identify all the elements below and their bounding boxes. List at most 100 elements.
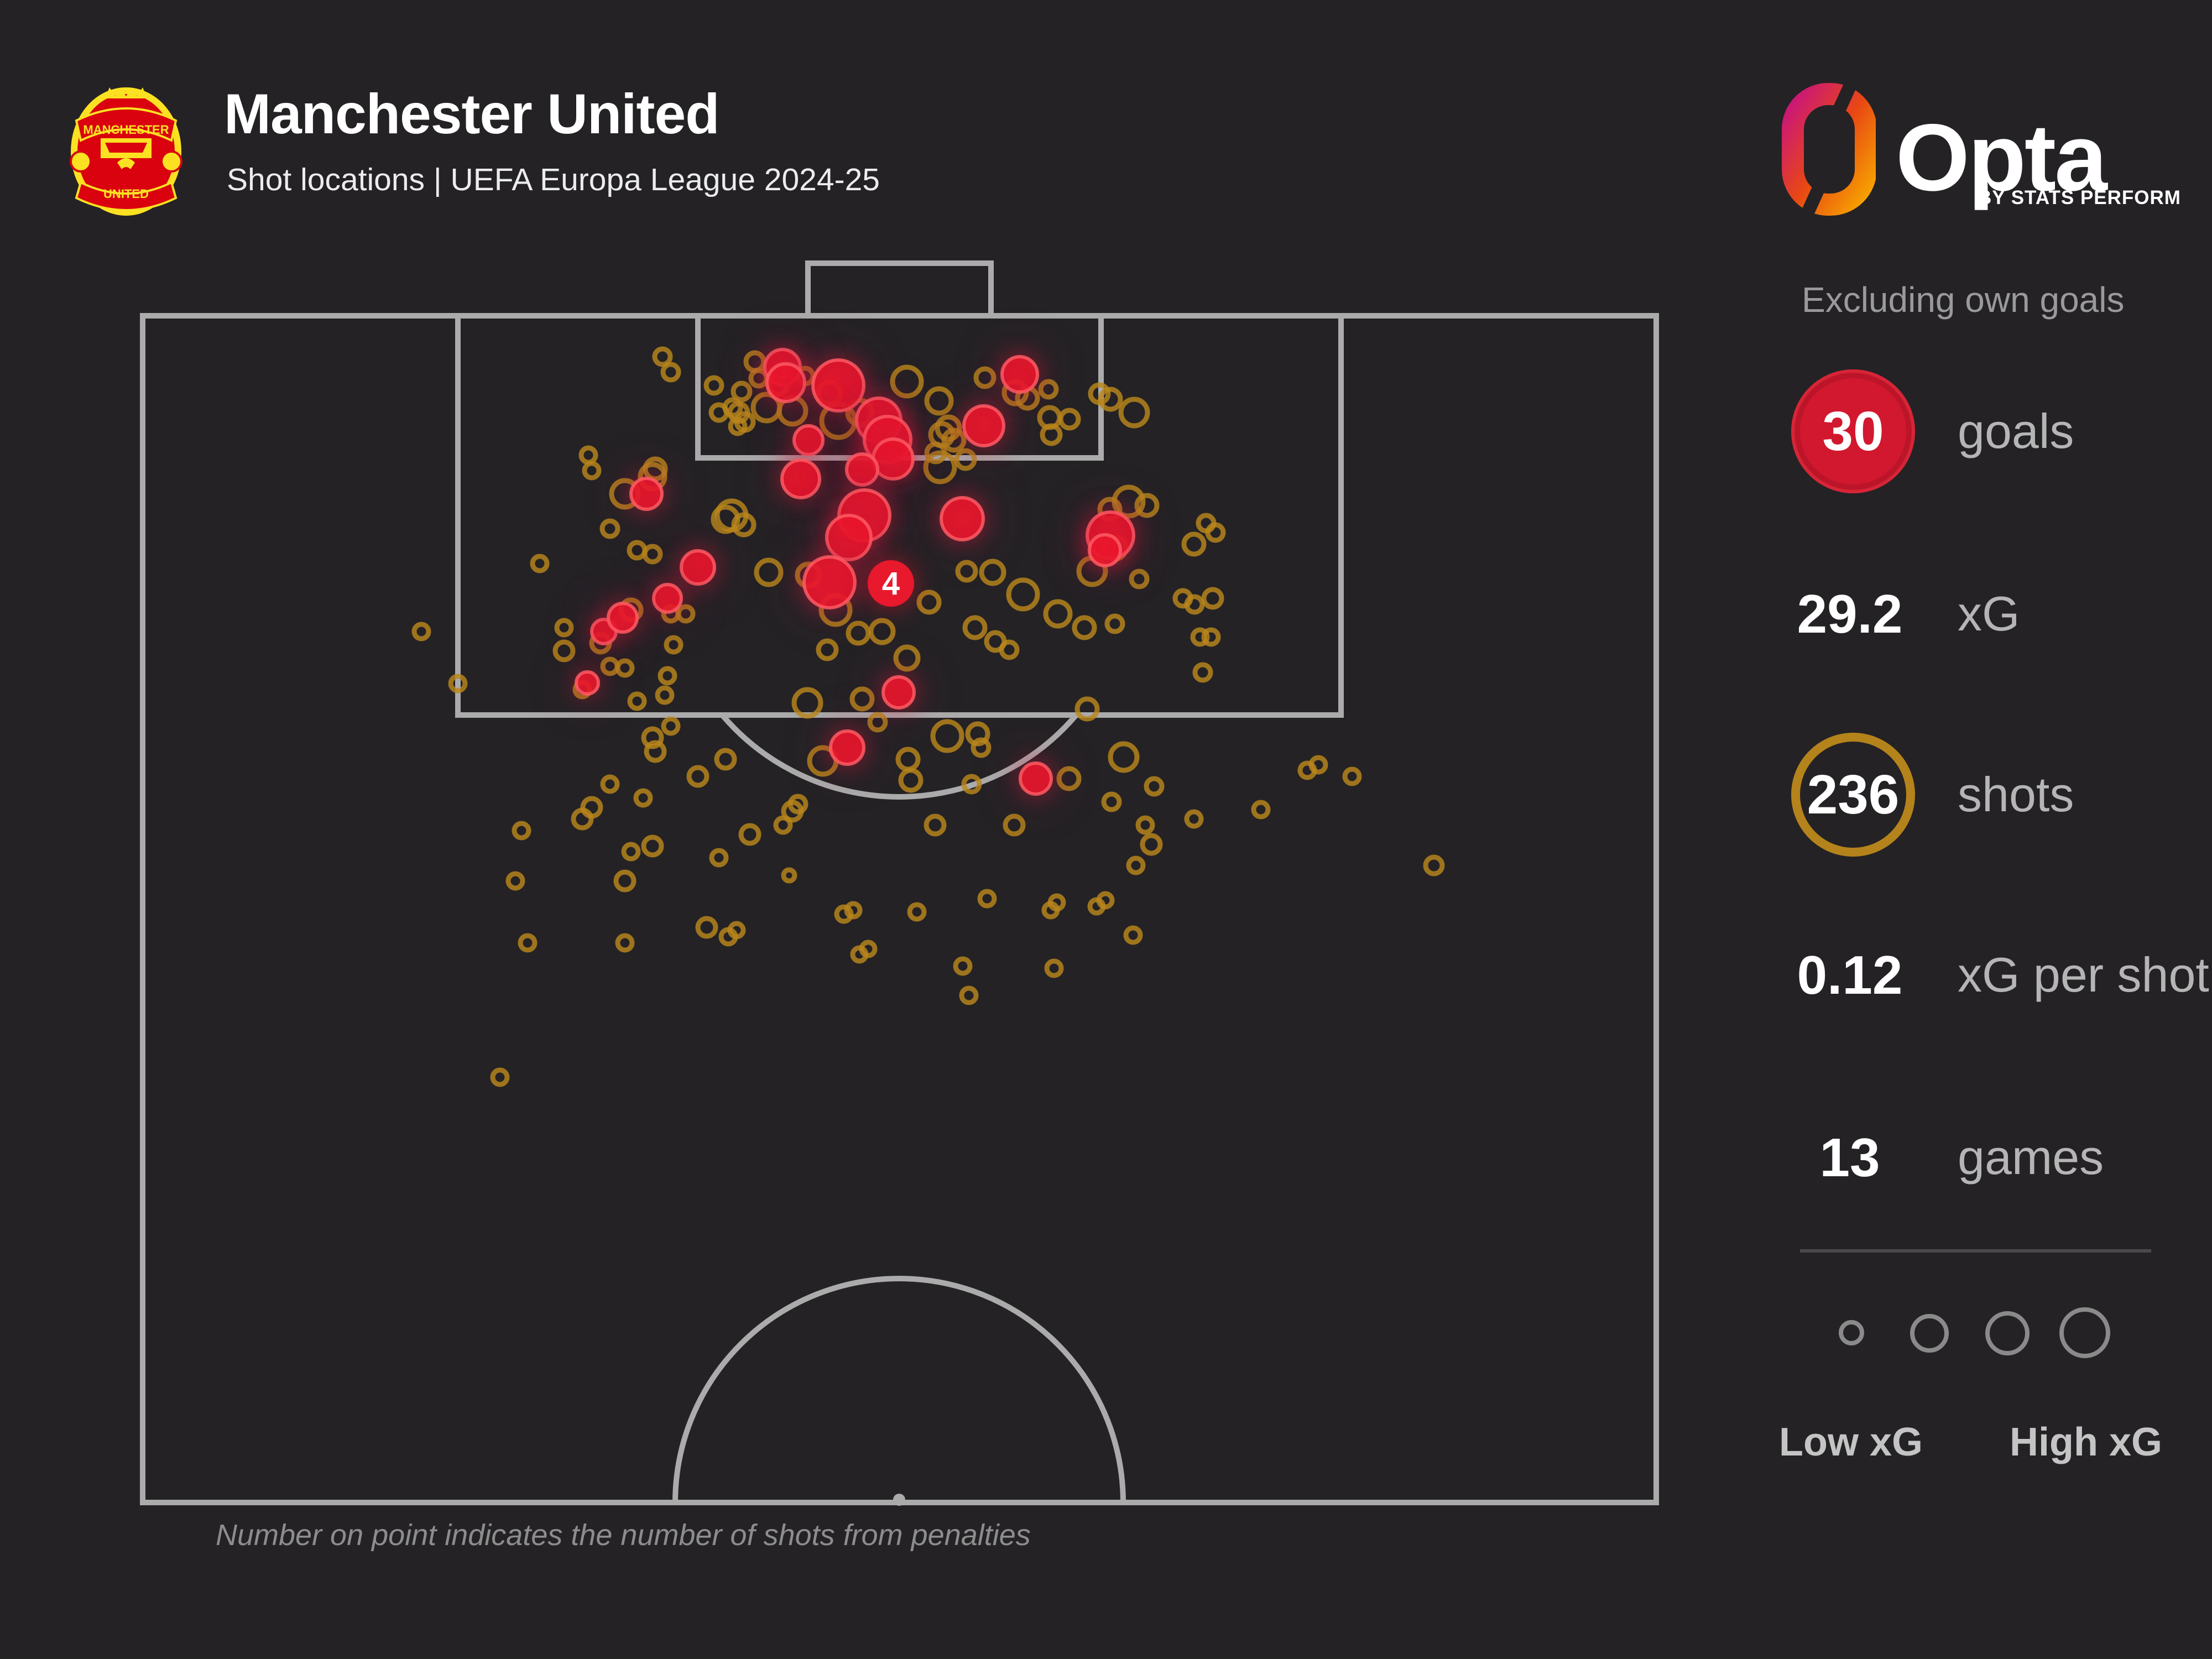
goal-marker: [765, 362, 806, 403]
shot-marker: [660, 362, 681, 383]
shot-marker: [743, 350, 766, 373]
goal-marker: [872, 437, 915, 481]
shot-marker: [615, 933, 635, 953]
shot-marker: [816, 638, 839, 661]
shot-marker: [695, 916, 718, 939]
legend-circle-large: [1985, 1311, 2030, 1355]
shot-marker: [686, 765, 709, 788]
shot-marker: [1192, 662, 1213, 683]
goal-marker: [962, 404, 1005, 447]
goal-marker: [792, 424, 825, 456]
shot-marker: [738, 823, 761, 846]
goals-badge: 30: [1791, 369, 1915, 493]
shot-marker: [411, 622, 431, 641]
shot-marker: [1098, 387, 1123, 412]
xg-per-shot-label: xG per shot: [1958, 947, 2209, 1002]
shot-marker: [1108, 741, 1140, 773]
shot-marker: [652, 346, 673, 367]
goal-marker: [629, 477, 664, 511]
shot-marker: [734, 411, 756, 433]
shot-marker: [1101, 791, 1122, 812]
shot-marker: [893, 644, 921, 672]
penalty-marker: 4: [868, 560, 914, 607]
shot-marker: [1096, 891, 1115, 910]
shot-marker: [530, 554, 550, 573]
shot-marker: [941, 427, 967, 453]
shot-marker: [1126, 855, 1146, 875]
shot-marker: [1123, 925, 1143, 945]
penalty-count-label: 4: [882, 566, 900, 602]
shot-marker: [1038, 379, 1059, 400]
shot-marker: [644, 740, 667, 763]
goal-marker: [881, 675, 916, 709]
shot-marker: [627, 691, 647, 711]
shot-marker: [1074, 696, 1100, 722]
shot-marker: [867, 712, 888, 733]
shot-marker: [924, 813, 947, 837]
shot-marker: [1205, 522, 1226, 543]
shot-marker: [977, 889, 997, 909]
shot-marker: [658, 666, 677, 686]
centre-spot: [893, 1494, 905, 1506]
shot-marker: [676, 604, 696, 624]
opta-wordmark: Opta: [1896, 105, 2107, 211]
goal-marker: [652, 583, 683, 614]
shot-marker: [722, 397, 743, 418]
shot-marker: [973, 366, 997, 389]
shot-marker: [1201, 627, 1221, 647]
pitch-boundary: [140, 313, 1659, 1505]
shot-marker: [1043, 599, 1073, 629]
shot-marker: [971, 737, 992, 758]
shot-marker: [731, 512, 757, 538]
shot-marker: [979, 559, 1006, 586]
svg-text:UNITED: UNITED: [103, 187, 149, 201]
goal-marker: [1000, 355, 1039, 394]
shot-marker: [1184, 594, 1205, 615]
stat-row-goals: 30 goals: [1725, 369, 2212, 493]
shot-marker: [773, 815, 793, 835]
page-subtitle: Shot locations | UEFA Europa League 2024…: [227, 162, 880, 197]
shot-marker: [643, 456, 668, 482]
footnote-caption: Number on point indicates the number of …: [216, 1519, 1031, 1552]
shot-marker: [703, 375, 724, 396]
panel-note: Excluding own goals: [1802, 280, 2125, 320]
goal-marker: [940, 496, 985, 541]
centre-circle: [672, 1276, 1126, 1503]
shot-marker: [1040, 423, 1063, 446]
shots-value: 236: [1807, 763, 1900, 826]
legend-circle-smallest: [1839, 1320, 1864, 1345]
xg-label: xG: [1958, 586, 2020, 641]
xg-per-shot-value: 0.12: [1797, 944, 1903, 1005]
shot-marker: [787, 794, 808, 815]
shot-marker: [965, 721, 990, 747]
shot-marker: [907, 902, 927, 922]
shot-marker: [641, 726, 664, 749]
shot-marker: [1342, 766, 1362, 786]
shot-marker: [505, 871, 525, 891]
page-title: Manchester United: [224, 82, 720, 145]
penalty-goal-marker: [868, 560, 914, 607]
shot-marker: [1118, 397, 1150, 429]
shot-marker: [599, 518, 620, 539]
shot-marker: [552, 639, 576, 662]
shot-marker: [953, 956, 973, 976]
shot-marker: [655, 685, 675, 705]
shot-marker: [1190, 627, 1210, 647]
shot-marker: [1251, 800, 1271, 820]
shot-marker: [923, 450, 957, 484]
shot-marker: [600, 656, 620, 676]
goal-marker: [802, 555, 857, 609]
shot-marker: [571, 807, 594, 831]
shot-marker: [924, 386, 954, 416]
pitch-lines: [140, 260, 1659, 1506]
shot-marker: [1104, 613, 1125, 634]
shots-label: shots: [1958, 767, 2074, 822]
goals-value: 30: [1822, 400, 1884, 462]
shot-marker: [615, 658, 635, 678]
opta-byline: BY STATS PERFORM: [1978, 187, 2181, 208]
shots-badge: 236: [1791, 733, 1915, 857]
shot-marker: [844, 901, 863, 920]
shot-marker: [1140, 833, 1163, 856]
